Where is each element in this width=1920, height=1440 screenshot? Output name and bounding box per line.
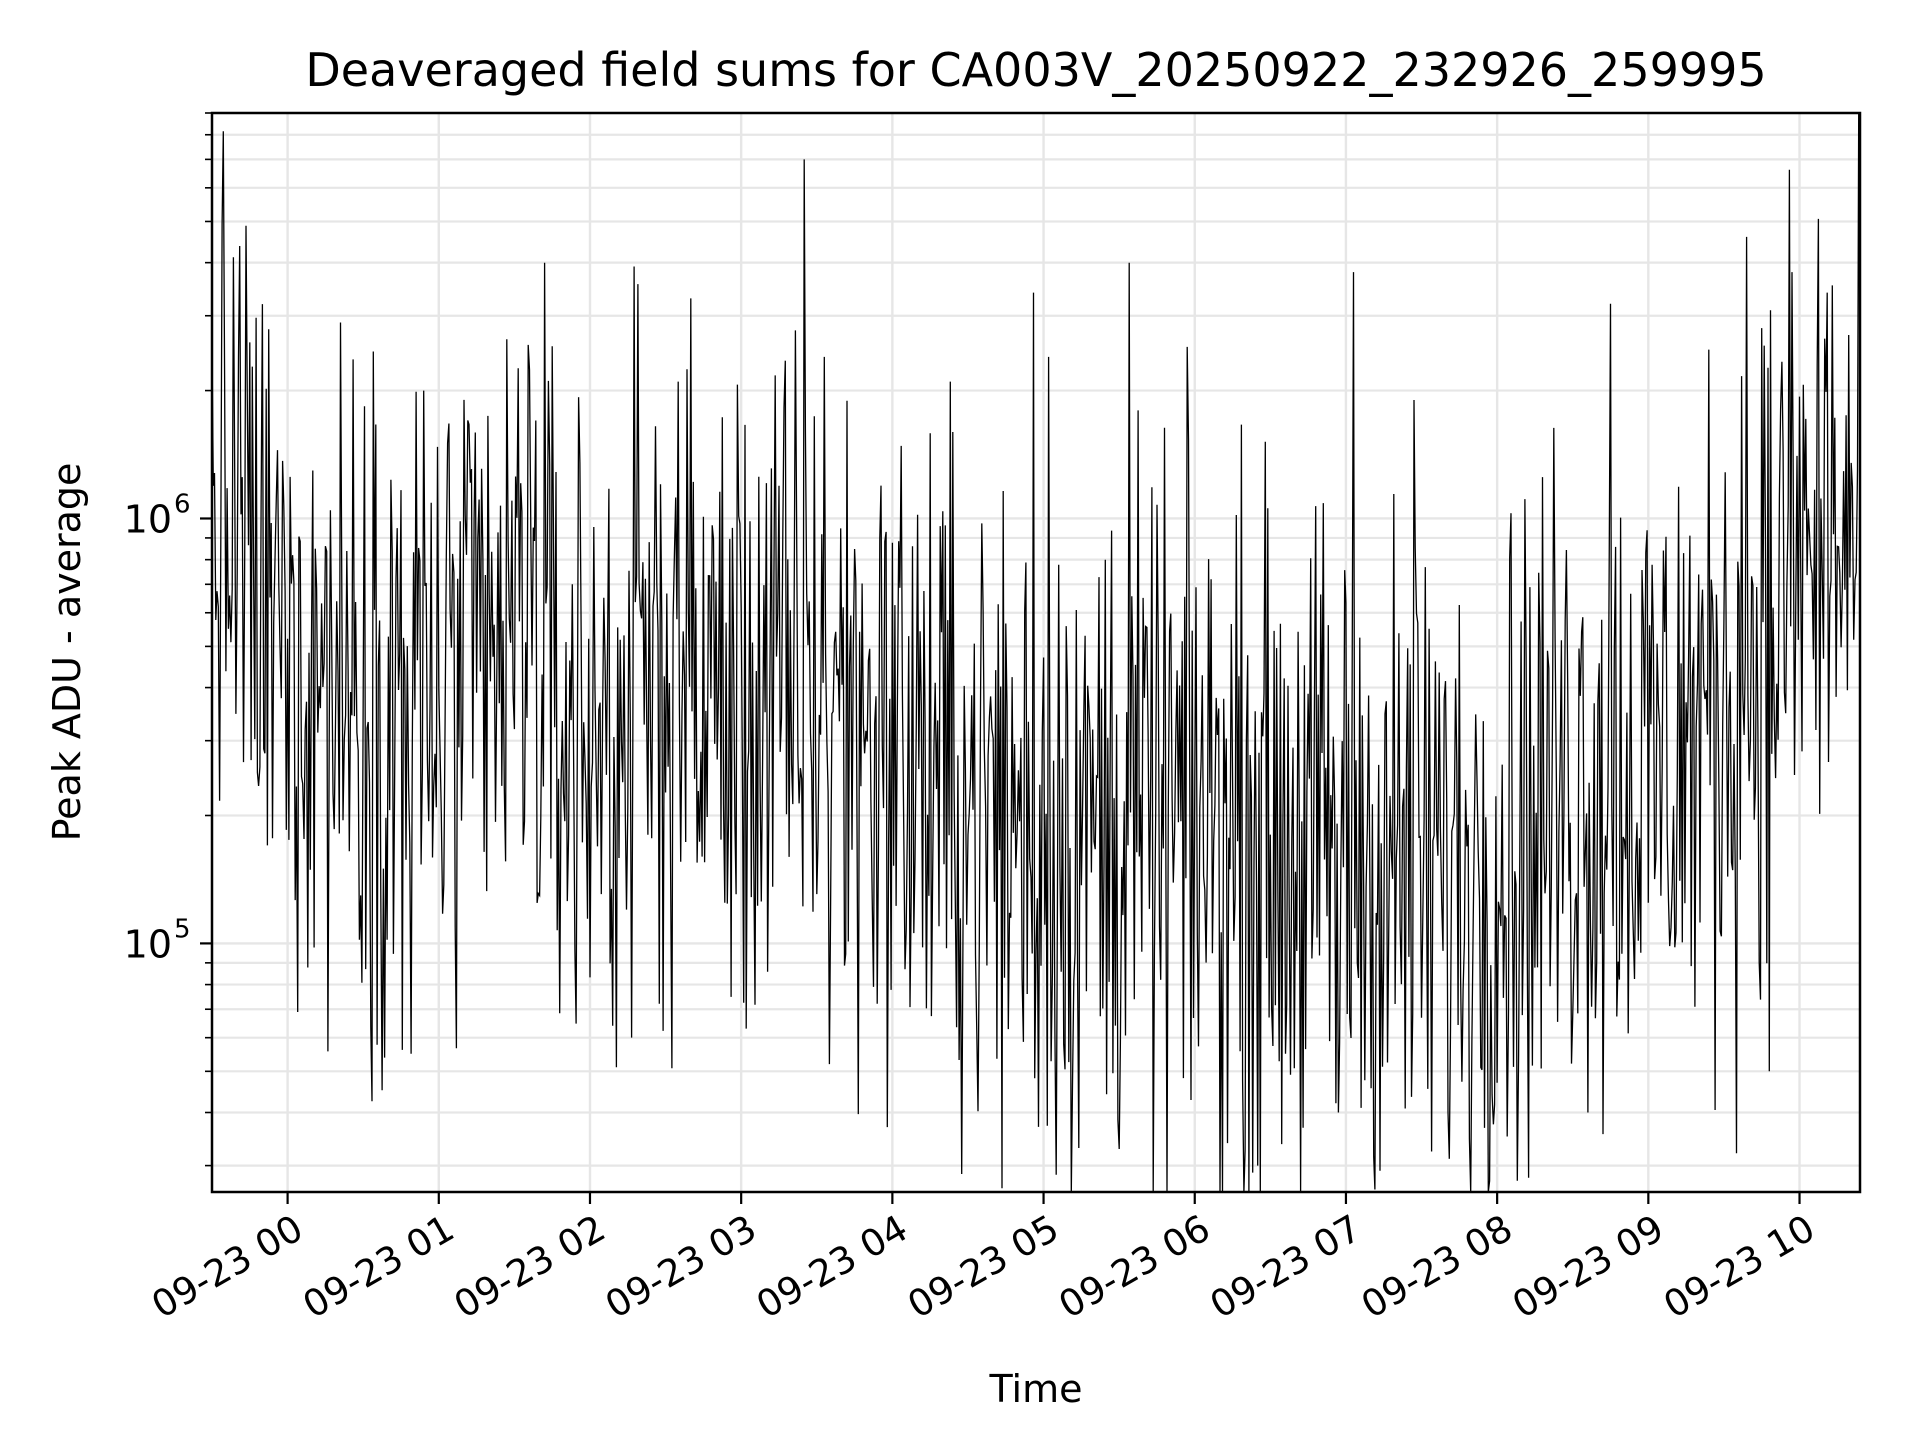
y-tick-label: 10	[124, 497, 172, 541]
series-layer	[211, 112, 1861, 1193]
chart-title: Deaveraged field sums for CA003V_2025092…	[305, 43, 1766, 97]
x-axis-label: Time	[989, 1367, 1083, 1411]
plot-frame	[210, 111, 1862, 1194]
y-tick-exponent: 6	[174, 489, 191, 519]
y-tick-exponent: 5	[174, 914, 191, 944]
y-tick-label: 10	[124, 922, 172, 966]
y-axis-label: Peak ADU - average	[45, 463, 89, 842]
series-line	[211, 112, 1861, 1193]
